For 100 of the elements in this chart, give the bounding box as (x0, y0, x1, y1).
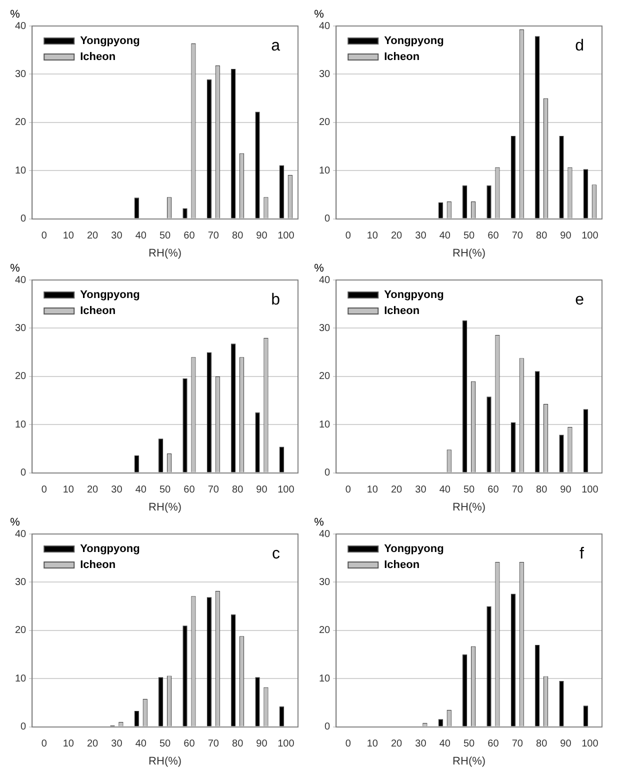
y-axis-title: % (314, 516, 324, 529)
y-tick-label: 0 (324, 468, 331, 479)
x-tick-label: 30 (415, 230, 427, 242)
annotation: c (272, 545, 280, 562)
y-tick-label: 30 (319, 322, 331, 334)
x-tick-label: 40 (135, 738, 147, 750)
legend-label: Icheon (80, 559, 116, 572)
x-tick-label: 30 (111, 738, 123, 750)
x-tick-label: 60 (488, 738, 500, 750)
x-axis-title: RH(%) (452, 755, 486, 768)
x-tick-label: 60 (184, 230, 196, 242)
x-tick-label: 20 (86, 738, 99, 750)
x-tick-label: 50 (160, 484, 172, 496)
x-tick-label: 100 (278, 738, 295, 750)
legend-label: Icheon (80, 305, 116, 318)
y-tick-label: 10 (319, 673, 331, 684)
x-tick-label: 30 (111, 230, 123, 242)
y-axis-title: % (314, 262, 324, 275)
legend-label: Icheon (80, 51, 116, 64)
annotation: a (271, 37, 280, 54)
x-tick-label: 40 (135, 484, 147, 496)
y-tick-label: 10 (319, 419, 331, 430)
y-tick-label: 30 (15, 576, 27, 588)
x-tick-label: 0 (41, 230, 48, 242)
x-tick-label: 50 (464, 230, 476, 242)
x-tick-label: 10 (366, 738, 378, 750)
y-tick-label: 20 (319, 625, 331, 636)
legend-label: Icheon (384, 559, 420, 572)
x-tick-label: 20 (390, 484, 403, 496)
legend-label: Yongpyong (80, 289, 140, 302)
x-axis-title: RH(%) (148, 247, 182, 260)
y-tick-label: 10 (15, 673, 27, 684)
y-tick-label: 40 (15, 274, 27, 286)
x-tick-label: 60 (184, 484, 196, 496)
legend-label: Yongpyong (384, 35, 444, 48)
y-tick-label: 40 (319, 528, 331, 540)
legend-label: Yongpyong (384, 289, 444, 302)
x-tick-label: 100 (582, 230, 599, 242)
y-tick-label: 40 (15, 20, 27, 32)
x-tick-label: 30 (111, 484, 123, 496)
annotation: f (580, 545, 585, 562)
x-axis-title: RH(%) (452, 501, 486, 514)
x-tick-label: 100 (278, 230, 295, 242)
x-tick-label: 40 (439, 484, 451, 496)
y-tick-label: 30 (15, 322, 27, 334)
y-axis-title: % (10, 262, 20, 275)
x-tick-label: 90 (256, 738, 268, 750)
y-tick-label: 0 (20, 214, 27, 225)
y-tick-label: 0 (324, 722, 331, 733)
x-tick-label: 80 (232, 230, 244, 242)
x-tick-label: 70 (512, 738, 524, 750)
y-tick-label: 30 (319, 576, 331, 588)
x-tick-label: 10 (62, 230, 74, 242)
y-tick-label: 30 (319, 68, 331, 80)
y-tick-label: 20 (319, 371, 331, 382)
y-tick-label: 20 (15, 625, 27, 636)
x-axis-title: RH(%) (148, 755, 182, 768)
x-tick-label: 10 (62, 484, 74, 496)
annotation: d (575, 37, 584, 54)
x-axis-title: RH(%) (148, 501, 182, 514)
x-tick-label: 0 (41, 484, 48, 496)
x-tick-label: 60 (488, 484, 500, 496)
x-tick-label: 90 (256, 484, 268, 496)
x-tick-label: 0 (41, 738, 48, 750)
x-tick-label: 70 (512, 484, 524, 496)
legend-label: Yongpyong (384, 543, 444, 556)
y-axis-title: % (10, 8, 20, 21)
x-tick-label: 80 (232, 484, 244, 496)
x-tick-label: 70 (512, 230, 524, 242)
x-tick-label: 0 (345, 738, 352, 750)
legend-label: Yongpyong (80, 543, 140, 556)
x-tick-label: 80 (536, 484, 548, 496)
x-axis-title: RH(%) (452, 247, 486, 260)
x-tick-label: 50 (464, 484, 476, 496)
legend-label: Icheon (384, 51, 420, 64)
y-axis-title: % (314, 8, 324, 21)
x-tick-label: 10 (366, 484, 378, 496)
x-tick-label: 30 (415, 738, 427, 750)
x-tick-label: 20 (86, 484, 99, 496)
x-tick-label: 40 (439, 230, 451, 242)
x-tick-label: 40 (439, 738, 451, 750)
x-tick-label: 20 (86, 230, 99, 242)
y-tick-label: 10 (15, 165, 27, 176)
x-tick-label: 90 (560, 484, 572, 496)
y-tick-label: 20 (15, 371, 27, 382)
annotation: b (271, 291, 280, 308)
y-tick-label: 10 (15, 419, 27, 430)
y-tick-label: 40 (15, 528, 27, 540)
x-tick-label: 60 (488, 230, 500, 242)
x-tick-label: 30 (415, 484, 427, 496)
x-tick-label: 50 (160, 738, 172, 750)
y-tick-label: 20 (15, 117, 27, 128)
x-tick-label: 70 (208, 738, 220, 750)
x-tick-label: 50 (160, 230, 172, 242)
y-tick-label: 30 (15, 68, 27, 80)
y-tick-label: 40 (319, 20, 331, 32)
legend-label: Yongpyong (80, 35, 140, 48)
y-tick-label: 40 (319, 274, 331, 286)
x-tick-label: 0 (345, 484, 352, 496)
y-tick-label: 10 (319, 165, 331, 176)
